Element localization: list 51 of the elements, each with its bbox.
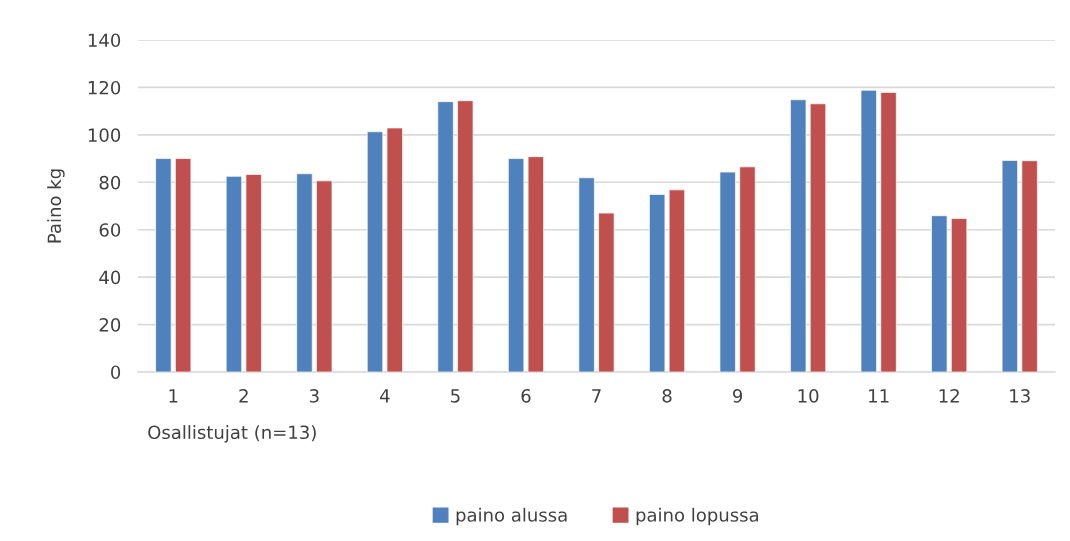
bar <box>155 158 172 372</box>
y-tick-label: 20 <box>99 318 121 332</box>
y-tick-label: 60 <box>99 223 121 237</box>
bar <box>316 180 333 372</box>
bar <box>437 101 454 372</box>
bar <box>739 166 756 372</box>
x-tick-label: 12 <box>939 388 959 403</box>
x-tick-label: 13 <box>1010 388 1030 403</box>
bar <box>1021 160 1038 372</box>
x-tick-label: 3 <box>309 388 319 403</box>
x-tick-label: 6 <box>521 388 531 403</box>
x-tick-label: 2 <box>239 388 248 403</box>
bar <box>366 131 384 372</box>
bar <box>225 176 243 372</box>
y-tick-label: 120 <box>88 80 121 95</box>
x-tick-label: 4 <box>380 389 390 403</box>
bar <box>386 127 403 372</box>
x-tick-label: 9 <box>732 388 743 403</box>
x-tick-label: 5 <box>451 389 460 403</box>
bar <box>457 100 474 372</box>
y-axis-title: Paino kg <box>47 169 65 243</box>
x-axis-title: Osallistujat (n=13) <box>148 425 316 443</box>
x-tick-label: 11 <box>869 389 889 403</box>
bar <box>880 92 897 372</box>
bar <box>719 171 736 372</box>
bar <box>790 99 807 372</box>
bar <box>1001 160 1018 372</box>
bar <box>245 174 262 372</box>
y-tick-label: 100 <box>88 128 121 142</box>
bar <box>668 189 686 372</box>
bar <box>578 177 595 372</box>
x-tick-label: 8 <box>662 388 672 403</box>
y-tick-label: 80 <box>99 175 121 190</box>
bar <box>860 89 877 372</box>
bar <box>950 218 968 372</box>
bar <box>296 173 313 372</box>
y-tick-label: 140 <box>88 33 121 48</box>
bar <box>649 194 666 372</box>
y-tick-label: 40 <box>99 270 121 285</box>
y-tick-label: 0 <box>111 365 121 380</box>
bar <box>507 158 525 372</box>
x-tick-label: 7 <box>592 389 601 403</box>
bar <box>598 212 615 372</box>
x-tick-label: 1 <box>169 389 178 403</box>
legend-label: paino alussa <box>456 507 567 526</box>
bar <box>527 156 544 372</box>
bar <box>931 215 948 372</box>
bar <box>175 158 192 372</box>
bar <box>809 103 827 372</box>
legend-label: paino lopussa <box>636 507 758 526</box>
x-tick-label: 10 <box>798 388 819 403</box>
